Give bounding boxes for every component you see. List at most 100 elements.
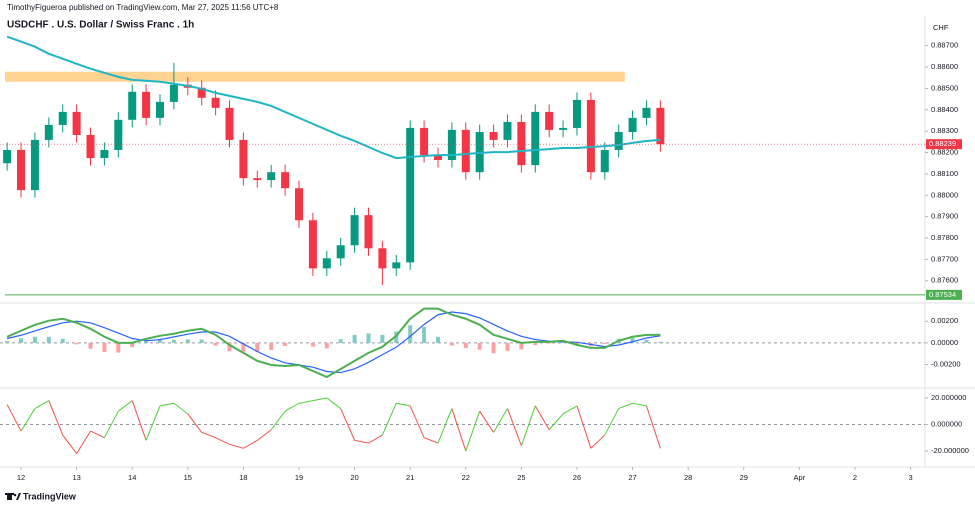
oscillator-segment	[187, 413, 203, 433]
y-tick-label: 0.88600	[931, 62, 958, 71]
candle-body	[656, 107, 665, 145]
candle-body	[378, 248, 387, 269]
macd-line	[6, 307, 661, 379]
moving-average	[6, 35, 661, 160]
candle-body	[350, 215, 359, 246]
oscillator-segment	[507, 408, 522, 446]
y-tick-label: 0.00000	[931, 338, 958, 347]
y-tick-label: 0.000000	[931, 419, 962, 428]
x-tick-label: 12	[17, 473, 25, 482]
y-tick-label: 0.88700	[931, 41, 958, 50]
oscillator-segment	[103, 410, 119, 438]
oscillator-segment	[326, 397, 341, 409]
oscillator-segment	[256, 429, 272, 441]
y-tick-label: 20.000000	[931, 393, 966, 402]
x-tick-label: 3	[908, 473, 912, 482]
candle-body	[58, 111, 67, 125]
histogram-bar	[310, 342, 315, 347]
x-tick-label: 19	[295, 473, 303, 482]
oscillator-segment	[131, 400, 147, 441]
brand: TradingView	[23, 491, 77, 501]
support-tag	[926, 289, 962, 300]
x-tick-label: 25	[517, 473, 525, 482]
oscillator-segment	[423, 437, 439, 444]
currency: CHF	[933, 23, 949, 32]
x-tick-label: 15	[184, 473, 192, 482]
histogram-bar	[227, 342, 232, 352]
candle-body	[211, 97, 220, 108]
histogram-bar	[283, 342, 288, 346]
x-tick-label: 13	[72, 473, 80, 482]
candle-body	[197, 87, 206, 98]
histogram-bar	[185, 339, 190, 343]
histogram-bar	[491, 342, 496, 354]
oscillator-segment	[520, 405, 536, 446]
candle-body	[531, 111, 540, 166]
candle-body	[17, 149, 26, 191]
x-tick-label: 14	[128, 473, 136, 482]
candle-body	[128, 91, 137, 120]
candle-body	[267, 172, 276, 181]
candle-body	[294, 188, 303, 221]
histogram-bar	[519, 342, 524, 350]
x-tick-label: 18	[239, 473, 247, 482]
histogram-bar	[19, 338, 24, 343]
oscillator-segment	[284, 402, 300, 412]
histogram-bar	[171, 339, 176, 343]
candle-body	[461, 129, 470, 173]
candle-body	[239, 139, 248, 179]
oscillator-segment	[548, 413, 564, 431]
y-tick-label: 0.87800	[931, 233, 958, 242]
histogram-bar	[547, 342, 552, 344]
candle-body	[447, 129, 456, 160]
oscillator-segment	[437, 408, 453, 444]
candle-body	[156, 101, 165, 118]
candle-body	[517, 121, 526, 166]
candle-body	[628, 117, 637, 132]
oscillator-segment	[409, 405, 425, 438]
histogram-bar	[602, 342, 607, 345]
oscillator-segment	[493, 408, 508, 433]
oscillator-segment	[562, 405, 578, 415]
x-tick-label: 28	[684, 473, 692, 482]
candle-body	[44, 124, 53, 140]
candle-body	[114, 119, 123, 150]
histogram-bar	[644, 339, 649, 343]
oscillator-segment	[270, 410, 286, 431]
oscillator-segment	[173, 402, 189, 415]
header: TimothyFigueroa published on TradingView…	[7, 3, 279, 12]
candle-body	[100, 149, 109, 159]
y-tick-label: 0.87700	[931, 254, 958, 263]
x-tick-label: 29	[740, 473, 748, 482]
histogram-bar	[241, 342, 246, 352]
candle-body	[572, 99, 581, 128]
candle-body	[225, 107, 234, 140]
histogram-bar	[74, 342, 79, 345]
histogram-bar	[463, 342, 468, 348]
histogram-bar	[269, 342, 274, 350]
candle-body	[308, 220, 317, 269]
oscillator-segment	[201, 431, 216, 439]
candle-body	[3, 149, 12, 164]
y-tick-label: 0.88100	[931, 169, 958, 178]
oscillator-segment	[479, 410, 494, 433]
chart-title: USDCHF . U.S. Dollar / Swiss Franc . 1h	[7, 20, 194, 31]
candle-body	[281, 172, 290, 189]
oscillator-segment	[354, 439, 369, 444]
x-tick-label: 22	[462, 473, 470, 482]
oscillator-segment	[243, 439, 258, 449]
candle-body	[489, 132, 498, 140]
y-tick-label: 0.88500	[931, 83, 958, 92]
oscillator-segment	[34, 400, 50, 409]
oscillator-segment	[20, 408, 36, 432]
x-tick-label: 2	[853, 473, 857, 482]
histogram-bar	[422, 327, 427, 343]
oscillator-segment	[451, 408, 467, 452]
oscillator-segment	[576, 405, 592, 449]
candle-body	[614, 132, 623, 150]
histogram-bar	[60, 338, 65, 343]
candle-body	[433, 155, 442, 160]
histogram-bar	[144, 341, 149, 343]
oscillator-segment	[76, 430, 91, 454]
